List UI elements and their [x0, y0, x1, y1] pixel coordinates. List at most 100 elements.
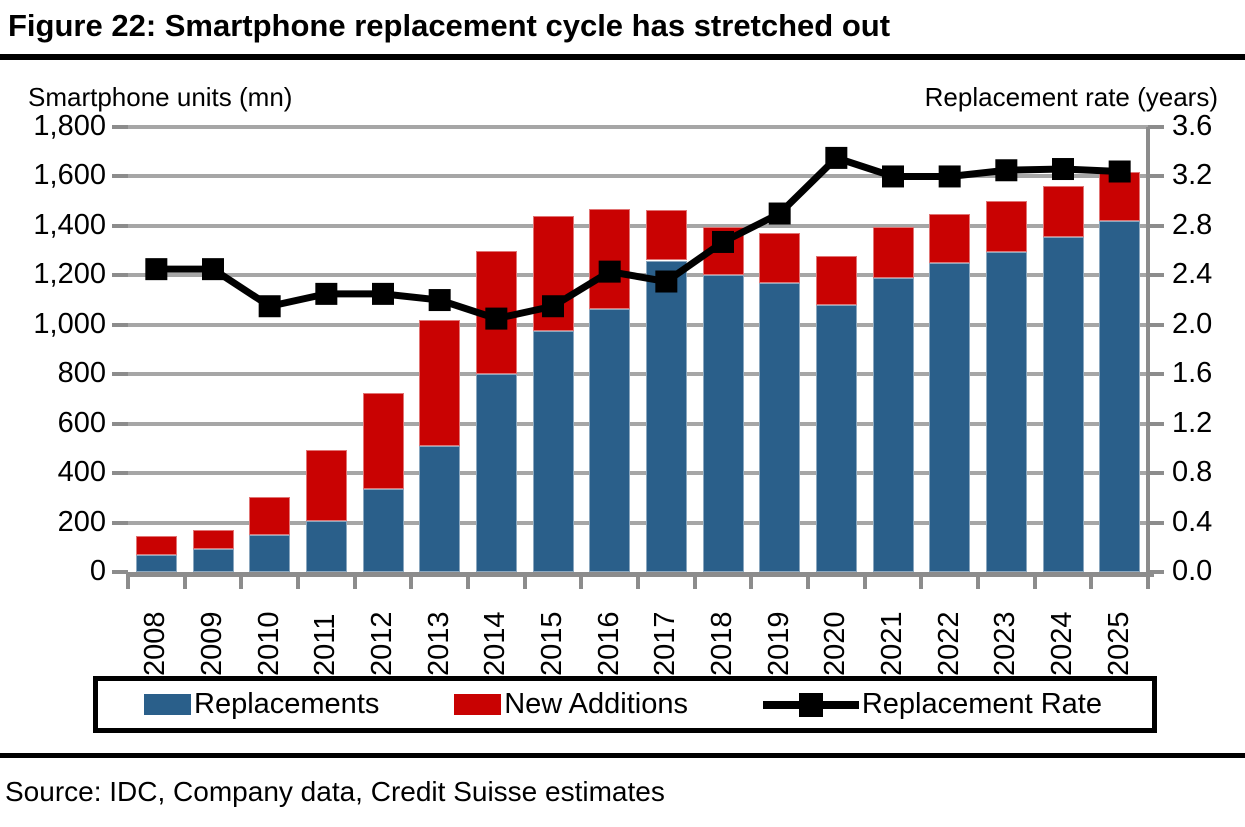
left-axis-tick [112, 520, 128, 525]
gridline [128, 421, 1148, 426]
right-axis-tick-label: 3.2 [1172, 159, 1213, 192]
x-axis-label-2020: 2020 [819, 611, 852, 676]
bar-segment-new-additions-2019 [759, 233, 801, 283]
right-axis-title: Replacement rate (years) [924, 82, 1218, 112]
left-axis-tick-label: 800 [57, 357, 106, 390]
new-additions-swatch-icon [454, 694, 502, 715]
line-marker-2012 [372, 282, 394, 305]
bar-segment-replacements-2018 [702, 275, 744, 572]
line-marker-2013 [428, 289, 451, 312]
line-marker-2021 [882, 165, 904, 188]
bar-segment-new-additions-2017 [645, 209, 687, 261]
left-axis-tick-label: 1,000 [33, 307, 106, 340]
bar-segment-new-additions-2021 [872, 227, 914, 278]
bar-segment-replacements-2009 [192, 548, 234, 572]
right-axis-tick [1148, 174, 1164, 179]
line-marker-2017 [655, 270, 678, 293]
bar-segment-replacements-2022 [929, 262, 971, 572]
bar-segment-replacements-2023 [985, 251, 1027, 572]
right-axis-tick [1148, 322, 1164, 327]
x-axis-label-2022: 2022 [932, 611, 965, 676]
bar-segment-replacements-2025 [1099, 220, 1141, 572]
x-axis-tick [466, 577, 470, 589]
right-axis-tick-label: 0.8 [1172, 456, 1213, 489]
right-axis-line [1146, 127, 1150, 575]
replacements-swatch-icon [144, 694, 191, 715]
x-axis-tick [692, 577, 697, 589]
right-axis-tick-label: 0.0 [1172, 555, 1213, 587]
left-axis-tick [112, 174, 128, 179]
legend-label-replacement-rate: Replacement Rate [861, 688, 1102, 720]
left-axis-tick-label: 1,200 [33, 258, 106, 291]
left-axis-tick-label: 200 [57, 505, 106, 538]
right-axis-tick-label: 2.4 [1172, 258, 1213, 291]
bar-segment-replacements-2015 [532, 330, 574, 572]
x-axis-tick [296, 577, 300, 589]
left-axis-tick-label: 600 [57, 406, 106, 439]
bar-segment-new-additions-2024 [1042, 186, 1084, 237]
x-axis-label-2011: 2011 [309, 613, 342, 676]
bar-segment-replacements-2010 [249, 535, 291, 572]
left-axis-tick [112, 471, 128, 476]
bar-segment-replacements-2012 [362, 489, 404, 572]
bar-segment-replacements-2019 [759, 282, 801, 572]
replacement-rate-line-series [145, 146, 1131, 330]
x-axis-label-2015: 2015 [536, 611, 568, 676]
gridline [128, 520, 1148, 525]
x-axis-tick [522, 577, 527, 589]
x-axis-tick [1032, 577, 1037, 589]
left-axis-tick [112, 223, 128, 228]
right-axis-tick [1148, 273, 1164, 278]
right-axis-tick [1148, 421, 1164, 426]
line-marker-2016 [598, 260, 621, 283]
gridline [128, 322, 1148, 327]
x-axis-tick [749, 577, 754, 589]
bar-segment-new-additions-2013 [419, 319, 461, 446]
left-axis-tick [112, 372, 128, 377]
x-axis-tick [352, 577, 357, 589]
line-marker-2022 [938, 165, 961, 188]
line-marker-2025 [1108, 160, 1131, 183]
legend-item-new-additions: New Additions [454, 690, 688, 719]
x-axis-label-2014: 2014 [479, 611, 512, 676]
x-axis-tick [862, 577, 867, 589]
x-axis-label-2023: 2023 [989, 611, 1022, 676]
right-axis-tick-label: 1.2 [1172, 406, 1213, 439]
x-axis-tick [579, 577, 584, 589]
gridline [128, 125, 1148, 129]
line-marker-2024 [1052, 158, 1074, 181]
left-axis-tick-label: 1,400 [33, 208, 106, 241]
line-marker-2023 [995, 159, 1018, 182]
bar-segment-replacements-2020 [815, 305, 857, 572]
replacement-rate-line-marker-icon [762, 692, 859, 718]
right-axis-tick [1148, 372, 1164, 377]
gridline [128, 223, 1148, 228]
bar-segment-replacements-2016 [589, 308, 631, 572]
gridline [128, 471, 1148, 476]
x-axis-tick [1089, 577, 1094, 589]
right-axis-tick [1148, 520, 1164, 525]
left-axis-tick-label: 1,600 [33, 159, 106, 192]
bar-segment-new-additions-2012 [362, 392, 404, 490]
bar-segment-replacements-2024 [1042, 237, 1084, 572]
line-marker-2020 [825, 146, 848, 169]
x-axis-tick [409, 577, 414, 589]
source-text: Source: IDC, Company data, Credit Suisse… [5, 776, 665, 807]
x-axis-line [126, 572, 1154, 577]
x-axis-tick [126, 577, 130, 589]
legend-item-replacement-rate: Replacement Rate [762, 688, 1102, 720]
right-axis-tick [1148, 125, 1164, 129]
x-axis-label-2013: 2013 [422, 611, 455, 676]
left-axis-tick-label: 0 [89, 555, 106, 587]
bar-segment-replacements-2013 [419, 445, 461, 572]
chart-legend: Replacements New Additions Replacement R… [93, 676, 1157, 733]
source-divider-rule [0, 753, 1245, 758]
x-axis-tick [806, 577, 810, 589]
x-axis-label-2009: 2009 [196, 611, 228, 676]
x-axis-tick [239, 577, 244, 589]
right-axis-tick [1148, 471, 1164, 476]
x-axis-tick [919, 577, 924, 589]
line-marker-2008 [145, 258, 168, 281]
x-axis-label-2021: 2021 [876, 611, 908, 676]
x-axis-label-2017: 2017 [649, 611, 682, 676]
